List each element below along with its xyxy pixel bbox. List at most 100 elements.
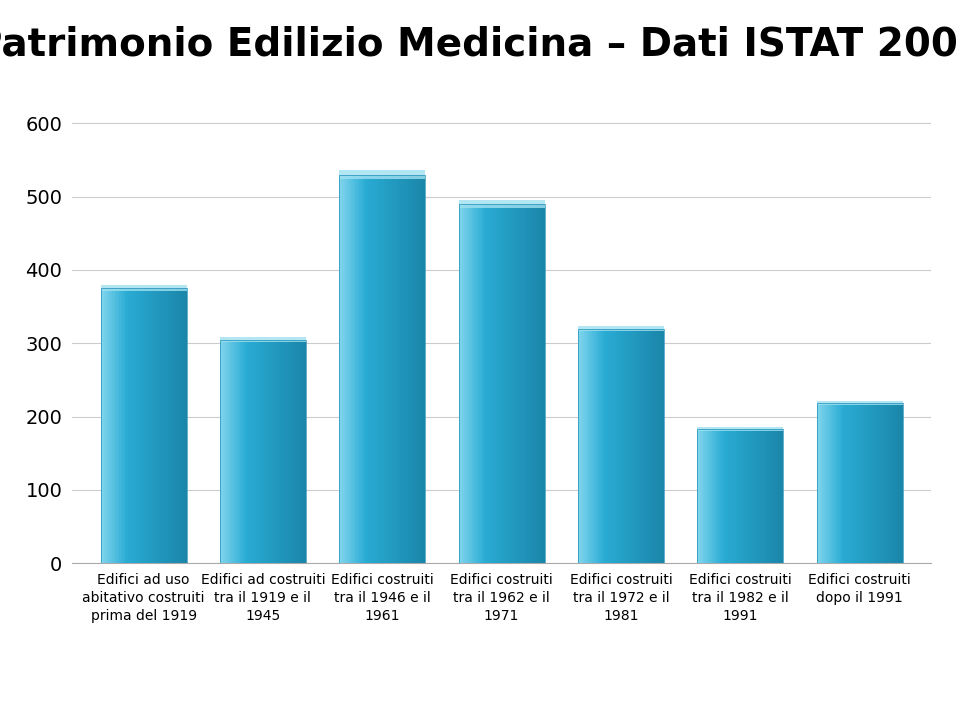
Bar	[270, 339, 272, 563]
Bar	[756, 429, 757, 563]
Bar	[115, 288, 116, 563]
Bar	[298, 339, 299, 563]
Bar	[404, 175, 405, 563]
Bar	[769, 429, 770, 563]
Bar	[841, 404, 843, 563]
Bar	[662, 329, 664, 563]
Bar	[243, 339, 244, 563]
Bar	[823, 404, 824, 563]
Bar	[301, 339, 303, 563]
Bar	[168, 288, 169, 563]
Bar	[887, 404, 888, 563]
Bar	[220, 337, 306, 342]
Bar	[242, 339, 243, 563]
Bar	[523, 204, 524, 563]
Bar	[746, 429, 748, 563]
Bar	[339, 175, 341, 563]
Bar	[610, 329, 611, 563]
Bar	[893, 404, 894, 563]
Bar	[234, 339, 236, 563]
Bar	[476, 204, 477, 563]
Bar	[166, 288, 168, 563]
Bar	[619, 329, 621, 563]
Bar	[169, 288, 171, 563]
Bar	[584, 329, 586, 563]
Bar	[483, 204, 485, 563]
Bar	[178, 288, 180, 563]
Bar	[763, 429, 764, 563]
Bar	[734, 429, 736, 563]
Bar	[299, 339, 300, 563]
Bar	[473, 204, 474, 563]
Bar	[578, 329, 580, 563]
Bar	[865, 404, 867, 563]
Bar	[723, 429, 725, 563]
Bar	[775, 429, 776, 563]
Bar	[618, 329, 619, 563]
Bar	[589, 329, 590, 563]
Bar	[172, 288, 174, 563]
Bar	[894, 404, 896, 563]
Bar	[239, 339, 240, 563]
Bar	[237, 339, 239, 563]
Bar	[829, 404, 831, 563]
Bar	[135, 288, 136, 563]
Bar	[757, 429, 759, 563]
Bar	[277, 339, 278, 563]
Bar	[890, 404, 891, 563]
Bar	[752, 429, 754, 563]
Bar	[378, 175, 379, 563]
Bar	[370, 175, 371, 563]
Bar	[876, 404, 878, 563]
Bar	[755, 429, 756, 563]
Bar	[492, 204, 493, 563]
Bar	[648, 329, 650, 563]
Bar	[726, 429, 728, 563]
Bar	[280, 339, 281, 563]
Bar	[154, 288, 156, 563]
Bar	[413, 175, 414, 563]
Bar	[749, 429, 751, 563]
Bar	[391, 175, 393, 563]
Bar	[462, 204, 463, 563]
Bar	[105, 288, 107, 563]
Bar	[290, 339, 292, 563]
Bar	[485, 204, 486, 563]
Bar	[642, 329, 644, 563]
Bar	[874, 404, 876, 563]
Bar	[713, 429, 714, 563]
Bar	[818, 404, 820, 563]
Bar	[341, 175, 342, 563]
Bar	[644, 329, 645, 563]
Bar	[177, 288, 178, 563]
Bar	[394, 175, 396, 563]
Bar	[653, 329, 654, 563]
Bar	[824, 404, 826, 563]
Bar	[507, 204, 509, 563]
Bar	[122, 288, 124, 563]
Bar	[368, 175, 370, 563]
Bar	[405, 175, 407, 563]
Bar	[761, 429, 763, 563]
Bar	[422, 175, 423, 563]
Bar	[296, 339, 298, 563]
Bar	[708, 429, 710, 563]
Bar	[339, 175, 425, 563]
Bar	[856, 404, 858, 563]
Bar	[459, 204, 460, 563]
Bar	[581, 329, 583, 563]
Bar	[840, 404, 841, 563]
Bar	[835, 404, 837, 563]
Bar	[101, 285, 186, 292]
Bar	[393, 175, 394, 563]
Bar	[779, 429, 780, 563]
Bar	[423, 175, 425, 563]
Bar	[150, 288, 151, 563]
Bar	[530, 204, 532, 563]
Bar	[500, 204, 501, 563]
Bar	[599, 329, 601, 563]
Bar	[364, 175, 365, 563]
Bar	[470, 204, 471, 563]
Bar	[132, 288, 133, 563]
Bar	[759, 429, 760, 563]
